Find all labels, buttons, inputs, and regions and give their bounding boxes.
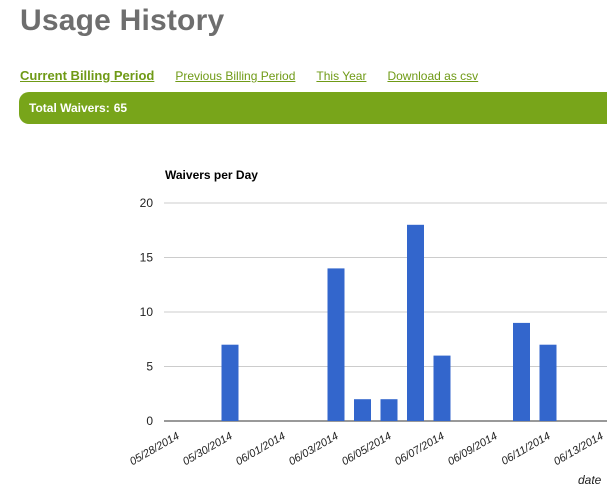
bar-06-11-2014 (539, 344, 557, 421)
page-title: Usage History (20, 4, 225, 37)
y-tick-label: 0 (146, 414, 153, 428)
x-tick-label: 06/09/2014 (446, 430, 500, 468)
bar-06-03-2014 (327, 268, 345, 421)
download-csv-link[interactable]: Download as csv (387, 69, 479, 83)
bar-06-06-2014 (407, 224, 424, 421)
x-tick-label: 06/01/2014 (234, 430, 288, 468)
x-tick-label: 06/13/2014 (552, 430, 606, 468)
x-tick-label: 06/11/2014 (500, 430, 553, 468)
bar-06-05-2014 (380, 399, 398, 421)
x-tick-label: 05/30/2014 (181, 430, 235, 468)
total-waivers-value: 65 (113, 101, 128, 115)
x-tick-label: 06/07/2014 (393, 430, 447, 468)
bar-06-10-2014 (513, 322, 530, 421)
bar-06-04-2014 (354, 399, 371, 421)
billing-period-nav: Current Billing Period Previous Billing … (20, 68, 499, 84)
chart-title: Waivers per Day (165, 168, 258, 182)
x-tick-label: 05/28/2014 (128, 430, 182, 468)
y-tick-label: 15 (140, 251, 154, 265)
current-billing-period-link[interactable]: Current Billing Period (20, 68, 155, 83)
bar-05-30-2014 (221, 344, 239, 421)
this-year-link[interactable]: This Year (316, 69, 367, 83)
total-waivers-bar: Total Waivers: 65 (19, 92, 607, 124)
y-tick-label: 5 (146, 360, 153, 374)
total-waivers-label: Total Waivers: (29, 101, 110, 115)
y-tick-label: 10 (140, 305, 154, 319)
x-tick-label: 06/05/2014 (340, 430, 394, 468)
previous-billing-period-link[interactable]: Previous Billing Period (175, 69, 296, 83)
bar-06-07-2014 (433, 355, 451, 421)
x-tick-label: 06/03/2014 (287, 430, 341, 468)
y-tick-label: 20 (140, 196, 154, 210)
x-axis-label: date (578, 473, 602, 487)
